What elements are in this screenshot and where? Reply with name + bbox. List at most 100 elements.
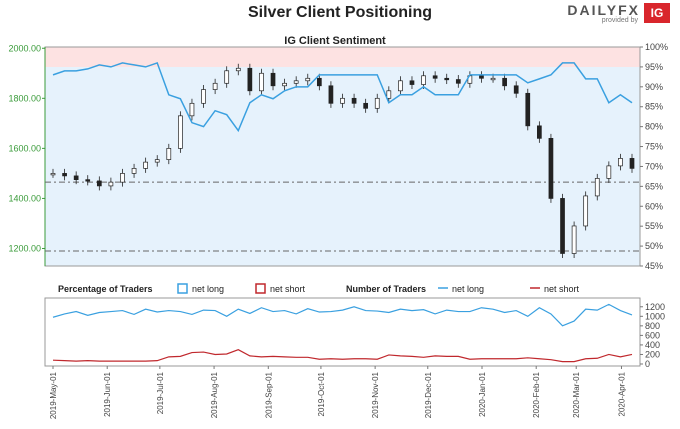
right-tick-label: 100% [645, 42, 668, 52]
traders-tick-label: 800 [645, 321, 660, 331]
candle-body [247, 67, 253, 92]
candle-body [235, 67, 241, 72]
right-tick-label: 95% [645, 62, 663, 72]
candle-body [293, 80, 299, 84]
x-tick-label: 2020-Feb-01 [532, 371, 541, 417]
x-tick-label: 2019-Aug-01 [210, 371, 219, 418]
right-tick-label: 75% [645, 142, 663, 152]
candle-body [85, 179, 91, 182]
candle-body [548, 138, 554, 199]
price-candles [50, 63, 635, 258]
legend: Percentage of Traders net long net short… [58, 283, 580, 294]
candle-body [502, 77, 507, 87]
candle-body [120, 173, 125, 183]
candle-body [525, 92, 531, 127]
candle-body [178, 115, 183, 149]
left-tick-label: 1800.00 [8, 93, 41, 103]
x-tick-label: 2019-Jul-01 [156, 371, 165, 414]
candle-body [224, 70, 230, 84]
candle-body [455, 79, 461, 84]
logo-subtext: provided by [601, 17, 638, 24]
x-tick-label: 2019-Oct-01 [317, 371, 326, 416]
x-tick-label: 2020-Jan-01 [478, 371, 487, 416]
candle-body [201, 89, 206, 104]
short-traders-line [52, 349, 633, 363]
legend-num-long: net long [452, 284, 484, 294]
candle-body [363, 102, 369, 109]
ig-badge: IG [644, 3, 670, 23]
candle-body [398, 80, 403, 92]
candle-body [560, 198, 565, 254]
candle-body [479, 75, 484, 79]
candle-body [212, 82, 218, 90]
legend-pct-label: Percentage of Traders [58, 284, 153, 294]
legend-num-label: Number of Traders [346, 284, 426, 294]
right-tick-label: 70% [645, 161, 663, 171]
candle-body [618, 158, 623, 167]
main-panel: IG Client Sentiment 1200.00 1400.00 1600.0… [8, 35, 668, 271]
traders-tick-label: 1200 [645, 302, 665, 312]
x-tick-label: 2020-Apr-01 [617, 371, 626, 416]
left-tick-label: 1200.00 [8, 243, 41, 253]
candle-body [490, 77, 496, 81]
page-title: Silver Client Positioning [247, 4, 433, 21]
long-percent-line [52, 61, 633, 133]
traders-tick-label: 0 [645, 359, 650, 369]
legend-pct-long: net long [192, 284, 224, 294]
candle-body [166, 148, 172, 160]
legend-pct-long-swatch [177, 283, 188, 294]
candle-body [606, 165, 612, 179]
candle-body [340, 97, 345, 104]
candle-body [143, 161, 148, 169]
traders-tick-label: 200 [645, 349, 660, 359]
legend-pct-short: net short [270, 284, 306, 294]
right-tick-label: 55% [645, 221, 663, 231]
candle-body [351, 97, 357, 104]
right-tick-label: 65% [645, 181, 663, 191]
candle-body [282, 82, 287, 87]
x-tick-label: 2019-Jun-01 [103, 371, 112, 416]
left-tick-label: 1600.00 [8, 143, 41, 153]
x-axis-labels: 2019-May-01 2019-Jun-01 2019-Jul-01 2019-Au… [49, 366, 626, 419]
right-tick-label: 80% [645, 122, 663, 132]
candle-body [421, 75, 426, 85]
traders-frame [44, 297, 641, 367]
dailyfx-logo: DAILYFX [567, 2, 640, 18]
candle-body [270, 72, 276, 87]
candle-body [571, 225, 577, 254]
right-tick-label: 50% [645, 241, 663, 251]
left-axis-ticks: 1200.00 1400.00 1600.00 1800.00 2000.00 [8, 43, 45, 253]
candle-body [131, 168, 137, 174]
candle-body [96, 180, 102, 187]
candle-body [73, 175, 79, 181]
x-tick-label: 2019-May-01 [49, 371, 58, 419]
candle-body [409, 80, 415, 85]
candle-body [189, 102, 195, 117]
x-tick-label: 2019-Dec-01 [424, 371, 433, 418]
candle-body [108, 181, 114, 187]
left-tick-label: 1400.00 [8, 193, 41, 203]
candle-body [629, 158, 635, 169]
sentiment-title: IG Client Sentiment [284, 35, 386, 47]
right-tick-label: 45% [645, 261, 663, 271]
legend-num-short: net short [544, 284, 580, 294]
candle-body [305, 77, 311, 82]
right-tick-label: 85% [645, 102, 663, 112]
x-tick-label: 2019-Nov-01 [371, 371, 380, 418]
candle-body [50, 173, 56, 176]
candle-body [374, 97, 380, 109]
x-tick-label: 2020-Mar-01 [572, 371, 581, 417]
traders-tick-label: 400 [645, 340, 660, 350]
right-axis-ticks: 45% 50% 55% 60% 65% 70% 75% 80% 85% 90% 95% 100% [640, 42, 668, 271]
candle-body [583, 195, 589, 227]
right-tick-label: 60% [645, 201, 663, 211]
long-traders-line [52, 303, 633, 327]
candle-body [328, 85, 334, 104]
candle-body [259, 72, 264, 92]
x-tick-label: 2019-Sep-01 [264, 371, 273, 418]
candle-body [444, 77, 450, 81]
candle-body [154, 159, 160, 163]
